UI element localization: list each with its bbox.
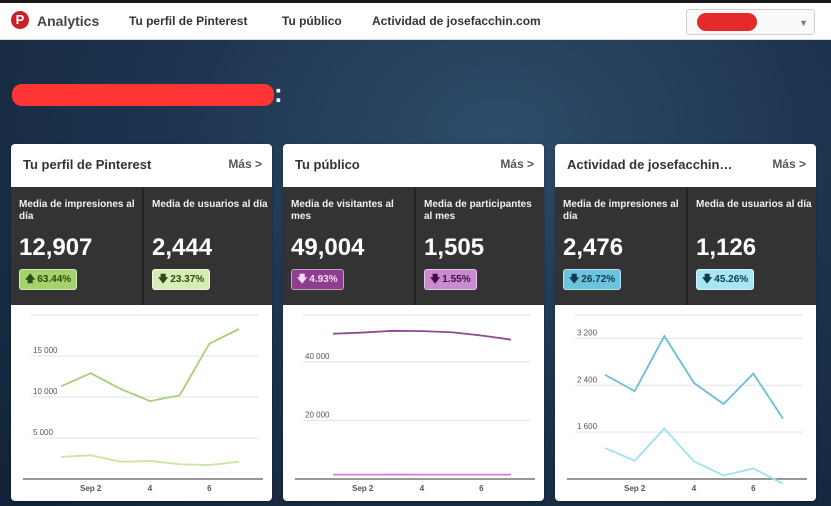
card-profile: Tu perfil de Pinterest Más > Media de im… [11, 144, 272, 501]
stat-label: Media de participantes al mes [424, 199, 532, 222]
stat-participants: Media de participantes al mes 1,505 🡇 1.5… [414, 187, 544, 305]
arrow-down-icon: 🡇 [430, 274, 441, 285]
card-header: Actividad de josefacchin… Más > [555, 144, 816, 187]
stat-value: 2,476 [563, 234, 624, 261]
y-tick-label: 10 000 [33, 387, 58, 396]
y-tick-label: 3 200 [577, 328, 598, 337]
change-value: 26.72% [581, 274, 616, 285]
y-tick-label: 40 000 [305, 352, 330, 361]
series-line-2 [604, 427, 784, 485]
y-tick-label: 1 600 [577, 422, 598, 431]
stats-panel: Media de visitantes al mes 49,004 🡇 4.93%… [283, 187, 544, 305]
chart-area: 5 000 10 000 15 000 Sep 2 4 6 [11, 305, 272, 501]
more-link[interactable]: Más > [500, 157, 534, 171]
line-chart: 5 000 10 000 15 000 Sep 2 4 6 [23, 314, 263, 493]
x-tick-label: 4 [420, 484, 425, 493]
stat-users: Media de usuarios al día 1,126 🡇 45.26% [686, 187, 816, 305]
series-line-1 [332, 329, 512, 341]
arrow-down-icon: 🡇 [702, 274, 713, 285]
stat-value: 2,444 [152, 234, 213, 261]
arrow-up-icon: 🡅 [25, 274, 36, 285]
redacted-username [12, 84, 274, 107]
stats-panel: Media de impresiones al día 12,907 🡅 63.4… [11, 187, 272, 305]
stat-label: Media de visitantes al mes [291, 199, 394, 222]
chevron-down-icon: ▼ [799, 18, 808, 28]
arrow-down-icon: 🡇 [158, 274, 169, 285]
y-tick-label: 5 000 [33, 428, 54, 437]
change-badge: 🡅 63.44% [19, 269, 78, 290]
arrow-down-icon: 🡇 [297, 274, 308, 285]
stat-label: Media de usuarios al día [152, 199, 268, 210]
card-title: Tu perfil de Pinterest [23, 157, 152, 172]
x-tick-label: Sep 2 [80, 484, 102, 493]
change-badge: 🡇 1.55% [424, 269, 477, 290]
stat-users: Media de usuarios al día 2,444 🡇 23.37% [142, 187, 272, 305]
series-line-1 [60, 328, 240, 403]
change-value: 1.55% [442, 274, 471, 285]
card-header: Tu público Más > [283, 144, 544, 187]
x-tick-label: 4 [148, 484, 153, 493]
stat-impressions: Media de impresiones al día 12,907 🡅 63.4… [11, 187, 140, 305]
card-website-activity: Actividad de josefacchin… Más > Media de… [555, 144, 816, 501]
change-value: 23.37% [170, 274, 205, 285]
x-tick-label: 6 [207, 484, 212, 493]
y-tick-label: 15 000 [33, 346, 58, 355]
series-line-2 [60, 454, 240, 466]
change-badge: 🡇 26.72% [563, 269, 622, 290]
arrow-down-icon: 🡇 [569, 274, 580, 285]
page-title: : [12, 78, 283, 108]
series-line-1 [604, 334, 784, 420]
stat-visitors: Media de visitantes al mes 49,004 🡇 4.93% [283, 187, 412, 305]
stat-value: 1,505 [424, 234, 485, 261]
y-tick-label: 2 400 [577, 375, 598, 384]
line-chart: 1 600 2 400 3 200 Sep 2 4 6 [567, 314, 807, 493]
change-badge: 🡇 4.93% [291, 269, 344, 290]
account-select[interactable]: ▼ [686, 9, 815, 35]
stat-impressions: Media de impresiones al día 2,476 🡇 26.72… [555, 187, 684, 305]
analytics-brand[interactable]: Analytics [37, 13, 100, 29]
x-tick-label: Sep 2 [624, 484, 646, 493]
x-tick-label: 6 [479, 484, 484, 493]
pinterest-logo-icon[interactable]: P [11, 11, 29, 29]
nav-item-profile[interactable]: Tu perfil de Pinterest [129, 14, 248, 28]
nav-item-audience[interactable]: Tu público [282, 14, 342, 28]
x-tick-label: 6 [751, 484, 756, 493]
stat-value: 1,126 [696, 234, 757, 261]
nav-item-website-activity[interactable]: Actividad de josefacchin.com [372, 14, 541, 28]
change-badge: 🡇 45.26% [696, 269, 755, 290]
chart-area: 20 000 40 000 Sep 2 4 6 [283, 305, 544, 501]
redacted-account-name [697, 13, 757, 31]
card-title: Actividad de josefacchin… [567, 157, 733, 172]
stat-label: Media de impresiones al día [563, 199, 679, 222]
more-link[interactable]: Más > [228, 157, 262, 171]
page-title-suffix: : [274, 78, 283, 108]
change-value: 63.44% [37, 274, 72, 285]
stat-label: Media de impresiones al día [19, 199, 135, 222]
chart-area: 1 600 2 400 3 200 Sep 2 4 6 [555, 305, 816, 501]
card-title: Tu público [295, 157, 360, 172]
more-link[interactable]: Más > [772, 157, 806, 171]
stat-label: Media de usuarios al día [696, 199, 812, 210]
change-value: 45.26% [714, 274, 749, 285]
line-chart: 20 000 40 000 Sep 2 4 6 [295, 314, 535, 493]
stats-panel: Media de impresiones al día 2,476 🡇 26.72… [555, 187, 816, 305]
x-tick-label: Sep 2 [352, 484, 374, 493]
top-navigation-bar: P Analytics Tu perfil de Pinterest Tu pú… [0, 0, 831, 40]
card-audience: Tu público Más > Media de visitantes al … [283, 144, 544, 501]
x-tick-label: 4 [692, 484, 697, 493]
stat-value: 12,907 [19, 234, 93, 261]
change-value: 4.93% [309, 274, 338, 285]
change-badge: 🡇 23.37% [152, 269, 211, 290]
stat-value: 49,004 [291, 234, 365, 261]
y-tick-label: 20 000 [305, 410, 330, 419]
card-header: Tu perfil de Pinterest Más > [11, 144, 272, 187]
